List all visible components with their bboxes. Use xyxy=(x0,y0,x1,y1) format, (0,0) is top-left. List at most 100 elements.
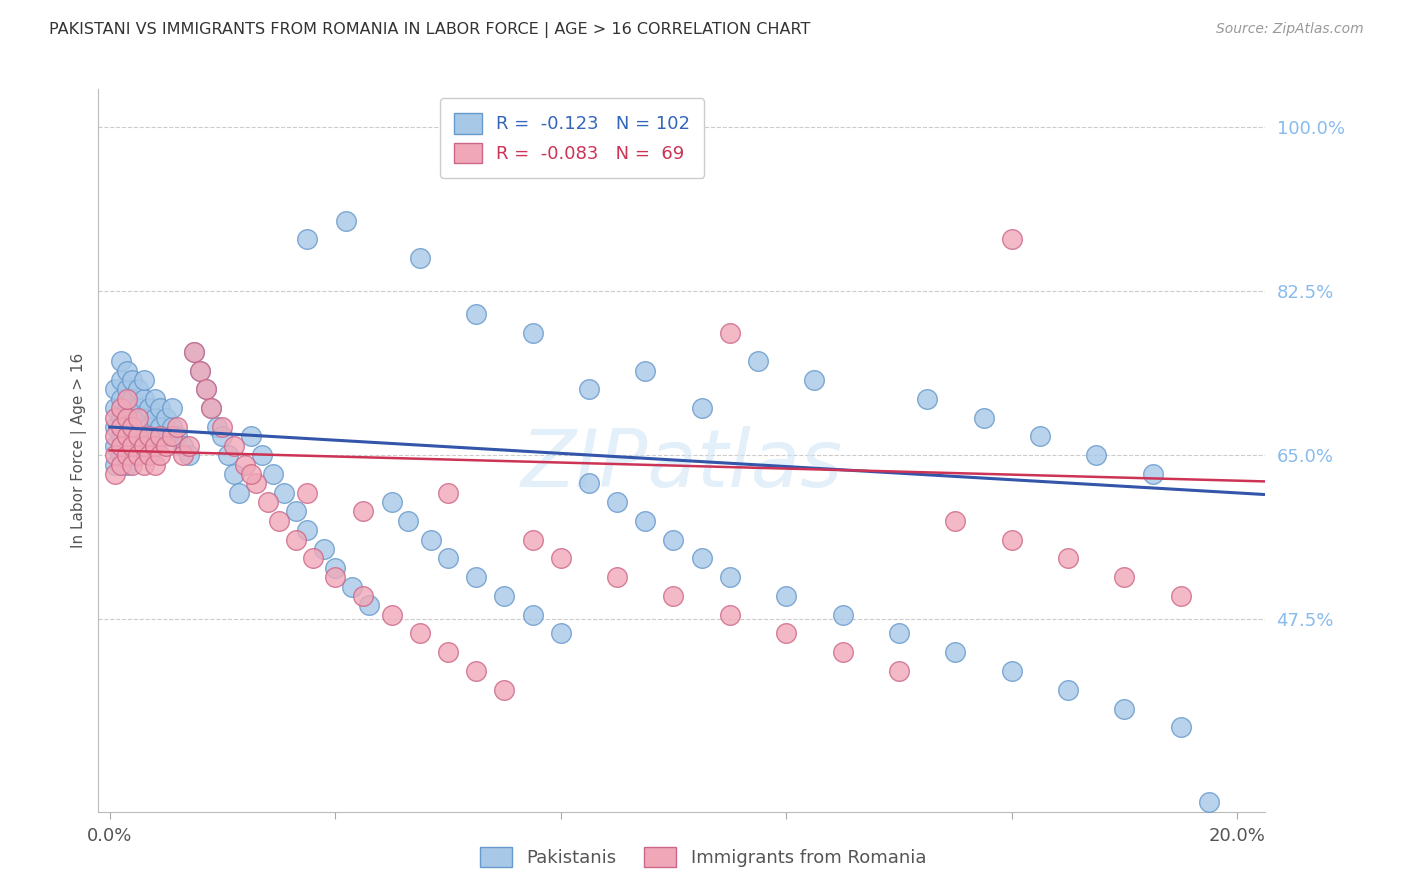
Point xyxy=(943,645,966,659)
Point xyxy=(323,560,346,574)
Point xyxy=(138,448,160,462)
Point xyxy=(634,514,657,528)
Point xyxy=(127,383,149,397)
Point xyxy=(121,392,143,406)
Point xyxy=(138,439,160,453)
Point xyxy=(420,533,443,547)
Point xyxy=(409,251,432,265)
Point xyxy=(115,410,138,425)
Point xyxy=(115,420,138,434)
Point xyxy=(273,485,295,500)
Point xyxy=(1114,701,1136,715)
Point xyxy=(250,448,273,462)
Point xyxy=(1057,551,1080,566)
Point xyxy=(943,514,966,528)
Point xyxy=(494,589,516,603)
Point xyxy=(132,439,155,453)
Point xyxy=(115,448,138,462)
Point xyxy=(132,410,155,425)
Point xyxy=(233,458,256,472)
Point xyxy=(143,392,166,406)
Point xyxy=(110,410,132,425)
Point xyxy=(775,626,797,640)
Point xyxy=(211,429,233,443)
Point xyxy=(115,458,138,472)
Point xyxy=(262,467,284,481)
Point xyxy=(138,420,160,434)
Point xyxy=(217,448,239,462)
Point xyxy=(352,504,374,518)
Point xyxy=(194,383,217,397)
Point xyxy=(127,420,149,434)
Text: PAKISTANI VS IMMIGRANTS FROM ROMANIA IN LABOR FORCE | AGE > 16 CORRELATION CHART: PAKISTANI VS IMMIGRANTS FROM ROMANIA IN … xyxy=(49,22,811,38)
Point xyxy=(115,401,138,416)
Point xyxy=(149,401,172,416)
Point xyxy=(149,448,172,462)
Point xyxy=(256,495,278,509)
Point xyxy=(301,551,323,566)
Point xyxy=(143,410,166,425)
Point xyxy=(188,364,211,378)
Point xyxy=(110,373,132,387)
Point xyxy=(887,626,910,640)
Point xyxy=(352,589,374,603)
Point xyxy=(194,383,217,397)
Point xyxy=(132,373,155,387)
Point xyxy=(132,429,155,443)
Point xyxy=(222,439,245,453)
Point xyxy=(437,551,460,566)
Point xyxy=(465,664,488,678)
Point xyxy=(245,476,267,491)
Point xyxy=(1001,232,1024,246)
Point xyxy=(284,533,307,547)
Point xyxy=(662,589,685,603)
Point xyxy=(775,589,797,603)
Point xyxy=(149,429,172,443)
Point xyxy=(295,523,318,537)
Point xyxy=(155,439,177,453)
Point xyxy=(104,383,127,397)
Legend: R =  -0.123   N = 102, R =  -0.083   N =  69: R = -0.123 N = 102, R = -0.083 N = 69 xyxy=(440,98,704,178)
Point xyxy=(357,599,380,613)
Point xyxy=(115,439,138,453)
Point xyxy=(132,392,155,406)
Point xyxy=(155,410,177,425)
Point xyxy=(211,420,233,434)
Text: Source: ZipAtlas.com: Source: ZipAtlas.com xyxy=(1216,22,1364,37)
Point xyxy=(115,364,138,378)
Point xyxy=(160,429,183,443)
Point xyxy=(104,439,127,453)
Point xyxy=(522,533,544,547)
Point xyxy=(200,401,222,416)
Point xyxy=(1170,589,1192,603)
Point xyxy=(973,410,995,425)
Point xyxy=(1198,795,1220,809)
Point xyxy=(172,439,194,453)
Point xyxy=(121,429,143,443)
Point xyxy=(662,533,685,547)
Point xyxy=(222,467,245,481)
Point xyxy=(205,420,228,434)
Point xyxy=(183,345,205,359)
Point xyxy=(267,514,290,528)
Point xyxy=(160,420,183,434)
Point xyxy=(143,458,166,472)
Point xyxy=(295,232,318,246)
Point xyxy=(381,607,404,622)
Point xyxy=(127,401,149,416)
Point xyxy=(831,607,853,622)
Point xyxy=(312,541,335,556)
Point xyxy=(104,401,127,416)
Point xyxy=(578,476,600,491)
Point xyxy=(143,429,166,443)
Point xyxy=(104,410,127,425)
Point xyxy=(1170,720,1192,734)
Point xyxy=(110,354,132,368)
Point xyxy=(104,448,127,462)
Point xyxy=(239,429,262,443)
Point xyxy=(437,485,460,500)
Point xyxy=(110,458,132,472)
Point xyxy=(121,410,143,425)
Point xyxy=(550,551,572,566)
Point xyxy=(381,495,404,509)
